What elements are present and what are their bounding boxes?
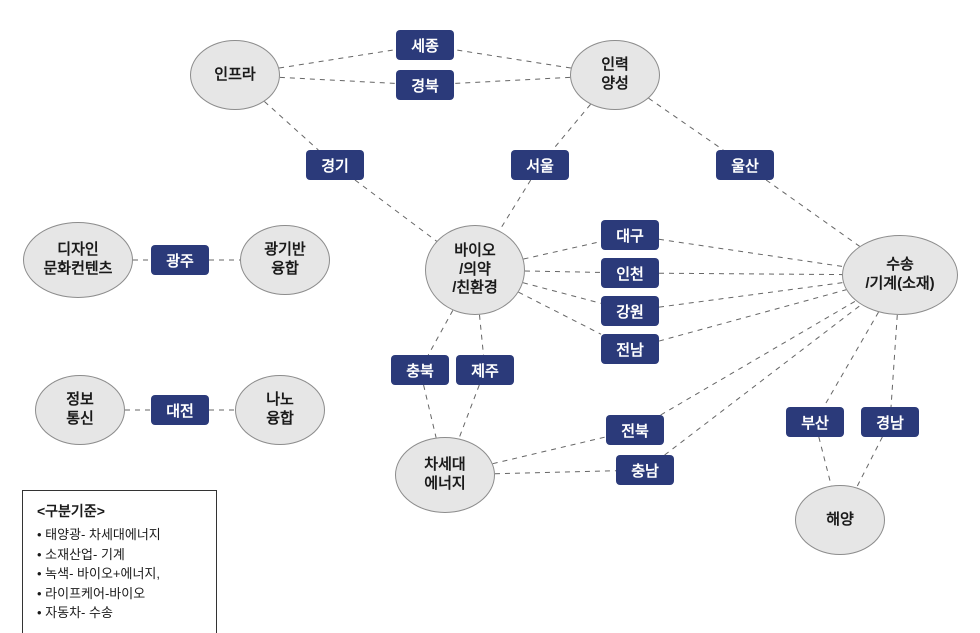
ellipse-node-bio: 바이오 /의약 /친환경 [425, 225, 525, 315]
region-node-gyeongbuk: 경북 [396, 70, 454, 100]
region-node-chungbuk: 충북 [391, 355, 449, 385]
region-node-jeju: 제주 [456, 355, 514, 385]
region-node-gangwon: 강원 [601, 296, 659, 326]
ellipse-node-infra: 인프라 [190, 40, 280, 110]
region-node-daejeon: 대전 [151, 395, 209, 425]
region-node-gyeongnam: 경남 [861, 407, 919, 437]
legend-item: • 소재산업- 기계 [37, 545, 202, 565]
region-node-ulsan: 울산 [716, 150, 774, 180]
ellipse-node-marine: 해양 [795, 485, 885, 555]
ellipse-node-energy: 차세대 에너지 [395, 437, 495, 513]
ellipse-node-info: 정보 통신 [35, 375, 125, 445]
region-node-chungnam: 충남 [616, 455, 674, 485]
region-node-jeonbuk: 전북 [606, 415, 664, 445]
region-node-daegu: 대구 [601, 220, 659, 250]
legend-item: • 라이프케어-바이오 [37, 584, 202, 604]
region-node-incheon: 인천 [601, 258, 659, 288]
legend-title: <구분기준> [37, 501, 202, 521]
region-node-sejong: 세종 [396, 30, 454, 60]
region-node-seoul: 서울 [511, 150, 569, 180]
ellipse-node-design: 디자인 문화컨텐츠 [23, 222, 133, 298]
ellipse-node-nano: 나노 융합 [235, 375, 325, 445]
region-node-gyeonggi: 경기 [306, 150, 364, 180]
region-node-jeonnam: 전남 [601, 334, 659, 364]
legend-box: <구분기준> • 태양광- 차세대에너지• 소재산업- 기계• 녹색- 바이오+… [22, 490, 217, 633]
region-node-gwangju: 광주 [151, 245, 209, 275]
ellipse-node-hr: 인력 양성 [570, 40, 660, 110]
legend-item: • 녹색- 바이오+에너지, [37, 564, 202, 584]
legend-item: • 자동차- 수송 [37, 603, 202, 623]
region-node-busan: 부산 [786, 407, 844, 437]
ellipse-node-photonics: 광기반 융합 [240, 225, 330, 295]
legend-item: • 태양광- 차세대에너지 [37, 525, 202, 545]
ellipse-node-transport: 수송 /기계(소재) [842, 235, 958, 315]
